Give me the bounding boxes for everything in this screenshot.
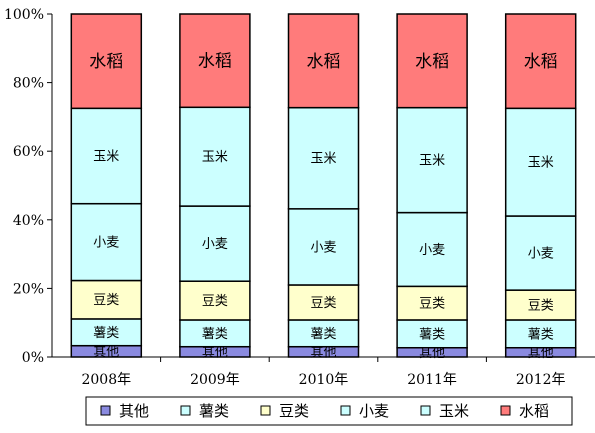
bar-segment-label: 小麦 (93, 236, 119, 251)
legend-swatch (340, 405, 351, 416)
bar-segment-label: 其他 (93, 345, 119, 360)
legend-item: 小麦 (340, 402, 389, 420)
bar-segment-label: 玉米 (93, 150, 119, 165)
legend-swatch (420, 405, 431, 416)
bar-segment-label: 小麦 (202, 237, 228, 252)
bar-stack: 其他 薯类 豆类 小麦 玉米 水稻 (179, 13, 251, 360)
bar-segment-label: 其他 (310, 345, 336, 360)
legend-label: 玉米 (439, 402, 469, 420)
legend-swatch (180, 405, 191, 416)
bar-segment (179, 280, 251, 321)
y-tick-label: 20% (13, 281, 44, 297)
y-tick-label: 60% (13, 144, 44, 160)
bar-segment (396, 211, 468, 288)
bar-segment (396, 285, 468, 321)
bar-segment (287, 208, 360, 286)
bar-segment (70, 202, 143, 282)
bar-segment-label: 玉米 (310, 152, 336, 167)
legend-label: 豆类 (279, 402, 309, 420)
legend-item: 豆类 (260, 402, 309, 420)
legend-swatch (260, 405, 271, 416)
y-axis: 0% 20% 40% 60% 80% 100% (4, 7, 52, 366)
legend-swatch (500, 405, 511, 416)
x-tick-label: 2008年 (81, 372, 131, 388)
bar-segment-label: 小麦 (528, 247, 554, 262)
bar-segment-label: 水稻 (524, 52, 558, 72)
bar-segment-label: 小麦 (419, 243, 445, 258)
bar-segment (396, 319, 468, 349)
legend-label: 薯类 (199, 402, 229, 420)
x-tick-label: 2009年 (190, 372, 240, 388)
bar-segment-label: 豆类 (93, 293, 119, 308)
bar-segment-label: 玉米 (528, 156, 554, 171)
bar-segment-label: 豆类 (528, 299, 554, 314)
bar-segment (179, 319, 251, 348)
bar-segment (179, 106, 251, 207)
legend-item: 其他 (100, 402, 149, 420)
bar-segment-label: 水稻 (415, 52, 449, 72)
legend-item: 玉米 (420, 402, 469, 420)
bar-segment-label: 水稻 (89, 52, 123, 72)
bar-stack: 其他 薯类 豆类 小麦 玉米 水稻 (504, 13, 577, 361)
bar-stack: 其他 薯类 豆类 小麦 玉米 水稻 (70, 13, 143, 360)
bar-stack: 其他 薯类 豆类 小麦 玉米 水稻 (396, 13, 468, 361)
bar-segment-label: 其他 (419, 346, 445, 361)
bar-segment (504, 319, 577, 349)
legend-item: 薯类 (180, 402, 229, 420)
legend-item: 水稻 (500, 402, 549, 420)
bar-segment (504, 215, 577, 291)
bar-segment-label: 薯类 (202, 327, 228, 342)
bar-segment-label: 豆类 (310, 296, 336, 311)
bar-segment (504, 13, 577, 110)
bar-segment (179, 13, 251, 109)
y-tick-label: 100% (4, 7, 44, 23)
bar-segment (287, 284, 360, 321)
y-tick-label: 0% (22, 350, 44, 366)
legend-label: 小麦 (359, 402, 389, 420)
bar-segment-label: 玉米 (419, 154, 445, 169)
bar-segment-label: 其他 (202, 345, 228, 360)
bar-segment-label: 薯类 (93, 326, 119, 341)
legend: 其他 薯类 豆类 小麦 玉米 水稻 (85, 396, 573, 426)
legend-swatch (100, 405, 111, 416)
bar-segment-label: 水稻 (307, 52, 341, 72)
bar-segment (179, 205, 251, 282)
legend-label: 其他 (119, 402, 149, 420)
bar-segment-label: 小麦 (310, 240, 336, 255)
bar-stack: 其他 薯类 豆类 小麦 玉米 水稻 (287, 13, 360, 360)
bar-segment-label: 豆类 (202, 294, 228, 309)
legend-label: 水稻 (519, 402, 549, 420)
bar-segment-label: 水稻 (198, 52, 232, 72)
bar-segment-label: 豆类 (419, 297, 445, 312)
y-tick-label: 80% (13, 76, 44, 92)
bar-segment (287, 13, 360, 109)
bar-segment-label: 玉米 (202, 150, 228, 165)
legend-box (85, 396, 573, 426)
bar-segment (287, 106, 360, 210)
x-tick-label: 2012年 (516, 372, 566, 388)
bar-segment (70, 107, 143, 205)
x-tick-label: 2011年 (407, 372, 457, 388)
x-axis: 2008年 2009年 2010年 2011年 2012年 (81, 357, 566, 388)
bar-segment (70, 279, 143, 320)
y-tick-label: 40% (13, 213, 44, 229)
bar-segment-label: 薯类 (528, 327, 554, 342)
bar-segment (396, 13, 468, 109)
bar-segment-label: 其他 (528, 346, 554, 361)
x-tick-label: 2010年 (299, 372, 349, 388)
bar-segment-label: 薯类 (310, 327, 336, 342)
bar-segment-label: 薯类 (419, 327, 445, 342)
bar-segment (70, 13, 143, 110)
